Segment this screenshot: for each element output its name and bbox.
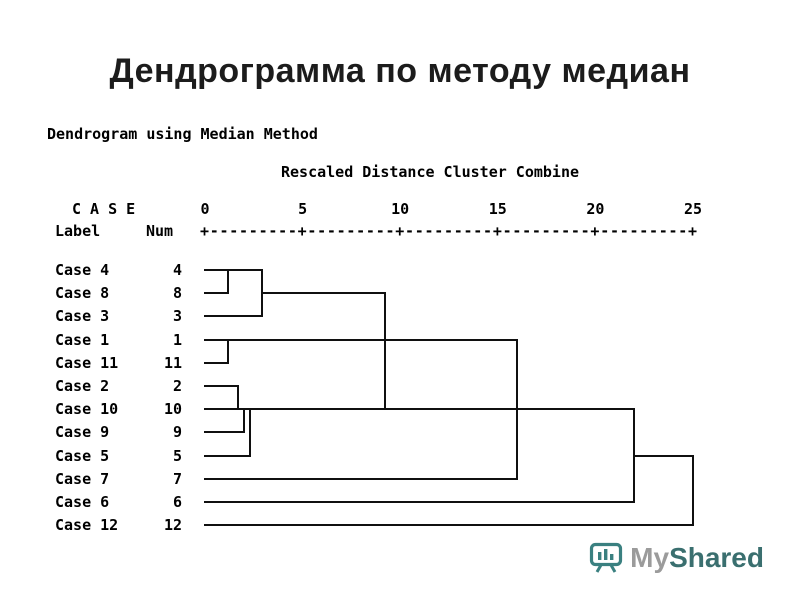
case-label: Case 5 [55, 446, 110, 465]
num-column-header: Num [146, 222, 174, 240]
dendrogram-link-v [243, 408, 246, 434]
slide-title: Дендрограмма по методу медиан [109, 52, 691, 90]
dendrogram-link-v [633, 408, 636, 503]
dendrogram-link-v [227, 269, 230, 295]
case-label: Case 8 [55, 284, 110, 303]
dendrogram-link-h [204, 477, 519, 480]
case-num: 5 [172, 446, 182, 465]
dendrogram-link-v [237, 385, 240, 411]
axis-tick-label: 20 [586, 200, 605, 218]
case-num: 1 [172, 330, 182, 349]
case-label: Case 3 [55, 307, 110, 326]
dendrogram-header: Dendrogram using Median Method [47, 125, 318, 143]
case-num: 9 [172, 423, 182, 442]
dendrogram-link-v [692, 454, 694, 527]
dendrogram-link-h [204, 501, 636, 503]
dendrogram-subheader: Rescaled Distance Cluster Combine [281, 163, 580, 181]
dendrogram-link-h [204, 338, 519, 341]
axis-tick-label: 0 [200, 200, 210, 218]
axis-tick-label: 15 [488, 200, 507, 218]
dendrogram-link-h [260, 292, 386, 295]
label-column-header: Label [55, 222, 101, 240]
dendrogram-link-v [383, 292, 386, 411]
case-num: 12 [163, 516, 182, 535]
myshared-watermark[interactable]: MyShared [589, 542, 764, 574]
dendrogram-link-h [204, 524, 694, 527]
case-label: Case 2 [55, 377, 110, 395]
dendrogram-link-v [248, 408, 251, 457]
dendrogram-link-v [516, 338, 519, 480]
dendrogram-link-h [204, 408, 636, 411]
presentation-screen-icon [589, 542, 623, 574]
case-num: 8 [172, 284, 182, 303]
case-label: Case 12 [55, 516, 119, 535]
distance-axis-ruler: +---------+---------+---------+---------… [200, 222, 698, 240]
axis-tick-label: 10 [391, 200, 410, 218]
case-label: Case 4 [55, 261, 110, 279]
dendrogram-link-h [204, 385, 240, 387]
case-label: Case 1 [55, 330, 110, 349]
dendrogram-link-h [204, 269, 263, 271]
dendrogram-link-h [633, 454, 694, 457]
case-label: Case 9 [55, 423, 110, 442]
dendrogram-link-h [204, 454, 251, 457]
case-axis-label: C A S E [72, 200, 136, 218]
case-label: Case 11 [55, 353, 119, 372]
axis-tick-label: 25 [683, 200, 703, 218]
case-num: 10 [163, 400, 182, 419]
brand-text: MyShared [630, 542, 764, 574]
case-num: 3 [172, 307, 182, 326]
case-label: Case 7 [55, 469, 110, 488]
case-num: 7 [172, 469, 182, 488]
dendrogram-link-v [260, 269, 263, 318]
dendrogram-link-h [204, 431, 246, 434]
case-num: 6 [172, 493, 182, 511]
dendrogram-link-h [204, 292, 230, 295]
case-num: 11 [163, 353, 182, 372]
brand-suffix: Shared [669, 542, 764, 573]
dendrogram-link-h [204, 361, 230, 364]
dendrogram-link-h [204, 315, 263, 318]
case-num: 2 [172, 377, 182, 395]
case-num: 4 [172, 261, 182, 279]
case-label: Case 10 [55, 400, 119, 419]
case-label: Case 6 [55, 493, 110, 511]
brand-prefix: My [630, 542, 670, 573]
axis-tick-label: 5 [298, 200, 308, 218]
dendrogram-link-v [227, 338, 230, 364]
